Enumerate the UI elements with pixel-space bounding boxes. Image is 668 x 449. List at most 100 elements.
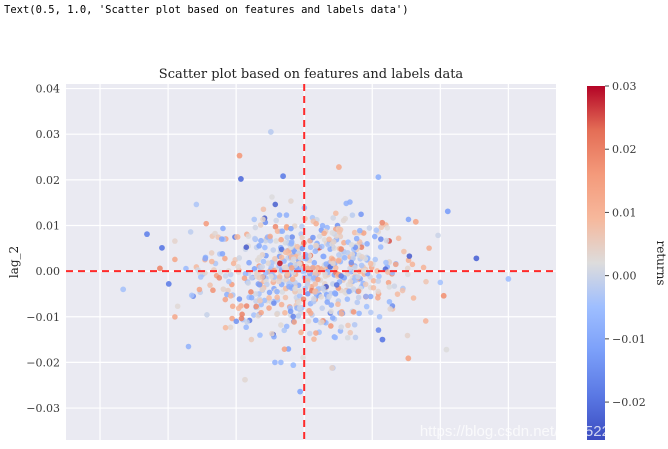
scatter-point — [252, 224, 259, 231]
scatter-point — [363, 293, 369, 300]
scatter-point — [311, 295, 317, 302]
scatter-point — [251, 312, 257, 318]
scatter-point — [238, 315, 245, 322]
scatter-point — [222, 324, 229, 331]
scatter-point — [401, 248, 407, 255]
scatter-point — [197, 274, 204, 280]
scatter-point — [278, 322, 284, 328]
scatter-point — [290, 256, 297, 262]
scatter-point — [289, 276, 296, 283]
scatter-point — [364, 241, 370, 247]
scatter-point — [404, 265, 411, 272]
scatter-point — [234, 234, 240, 240]
scatter-point — [386, 284, 393, 290]
scatter-point — [297, 388, 304, 395]
scatter-point — [266, 305, 272, 311]
scatter-point — [312, 281, 319, 287]
scatter-point — [371, 233, 378, 240]
scatter-point — [259, 286, 265, 293]
scatter-point — [265, 260, 271, 266]
scatter-point — [320, 253, 327, 260]
scatter-point — [316, 233, 323, 240]
colorbar-ticks: 0.03 0.02 0.01 0.00 −0.01 −0.02 — [605, 80, 646, 409]
scatter-point — [352, 264, 358, 271]
scatter-point — [258, 237, 264, 244]
scatter-point — [368, 309, 374, 316]
scatter-point — [276, 212, 283, 218]
scatter-point — [315, 276, 321, 283]
scatter-point — [395, 235, 402, 242]
scatter-point — [355, 294, 362, 301]
scatter-point — [272, 255, 278, 262]
scatter-point — [399, 287, 406, 294]
scatter-point — [183, 265, 189, 272]
y-tick-label: −0.01 — [26, 311, 60, 324]
scatter-point — [274, 288, 280, 295]
scatter-point — [331, 245, 337, 252]
colorbar — [587, 86, 605, 440]
scatter-point — [248, 336, 255, 343]
scatter-point — [332, 334, 338, 341]
scatter-point — [306, 330, 313, 337]
scatter-point — [351, 229, 358, 236]
scatter-point — [328, 323, 334, 329]
scatter-point — [257, 298, 263, 304]
scatter-point — [298, 329, 304, 336]
scatter-point — [271, 300, 277, 306]
scatter-point — [291, 319, 297, 325]
scatter-point — [347, 329, 354, 336]
scatter-point — [243, 303, 250, 309]
scatter-point — [321, 230, 327, 237]
y-tick-label: 0.02 — [36, 174, 61, 187]
scatter-point — [406, 253, 413, 259]
scatter-point — [243, 324, 249, 331]
scatter-point — [172, 256, 178, 263]
scatter-point — [375, 288, 381, 295]
scatter-point — [251, 216, 258, 223]
scatter-point — [350, 286, 357, 292]
scatter-point — [343, 200, 350, 207]
scatter-point — [278, 246, 285, 253]
scatter-point — [383, 237, 390, 244]
y-tick-labels: −0.03 −0.02 −0.01 0.00 0.01 0.02 0.03 0.04 — [26, 83, 60, 415]
scatter-point — [304, 281, 311, 287]
scatter-point — [376, 273, 382, 280]
scatter-point — [355, 288, 362, 295]
scatter-point — [329, 229, 336, 236]
scatter-point — [196, 286, 203, 293]
scatter-point — [288, 198, 294, 204]
scatter-point — [204, 312, 210, 318]
scatter-point — [272, 359, 278, 366]
scatter-point — [299, 234, 306, 241]
scatter-point — [319, 222, 326, 229]
scatter-point — [349, 212, 356, 218]
scatter-point — [246, 259, 252, 266]
scatter-point — [362, 267, 368, 274]
scatter-point — [353, 235, 360, 242]
scatter-point — [218, 236, 225, 242]
scatter-point — [313, 242, 319, 249]
scatter-point — [216, 275, 223, 281]
scatter-point — [329, 364, 335, 371]
scatter-point — [326, 293, 332, 300]
scatter-point — [259, 263, 266, 270]
scatter-point — [440, 292, 447, 299]
scatter-point — [159, 244, 165, 251]
scatter-point — [341, 254, 348, 261]
y-axis-label: lag_2 — [7, 246, 21, 278]
scatter-point — [286, 283, 292, 290]
scatter-point — [274, 228, 281, 234]
scatter-point — [267, 237, 274, 244]
scatter-point — [443, 346, 450, 353]
scatter-point — [299, 223, 305, 230]
scatter-point — [312, 288, 318, 295]
scatter-point — [310, 234, 316, 241]
scatter-point — [348, 259, 355, 266]
scatter-point — [305, 265, 311, 272]
y-tick-label: 0.01 — [36, 219, 61, 232]
scatter-point — [285, 346, 292, 352]
scatter-point — [244, 319, 250, 325]
scatter-point — [332, 265, 339, 271]
scatter-point — [269, 330, 275, 337]
scatter-point — [230, 260, 237, 267]
